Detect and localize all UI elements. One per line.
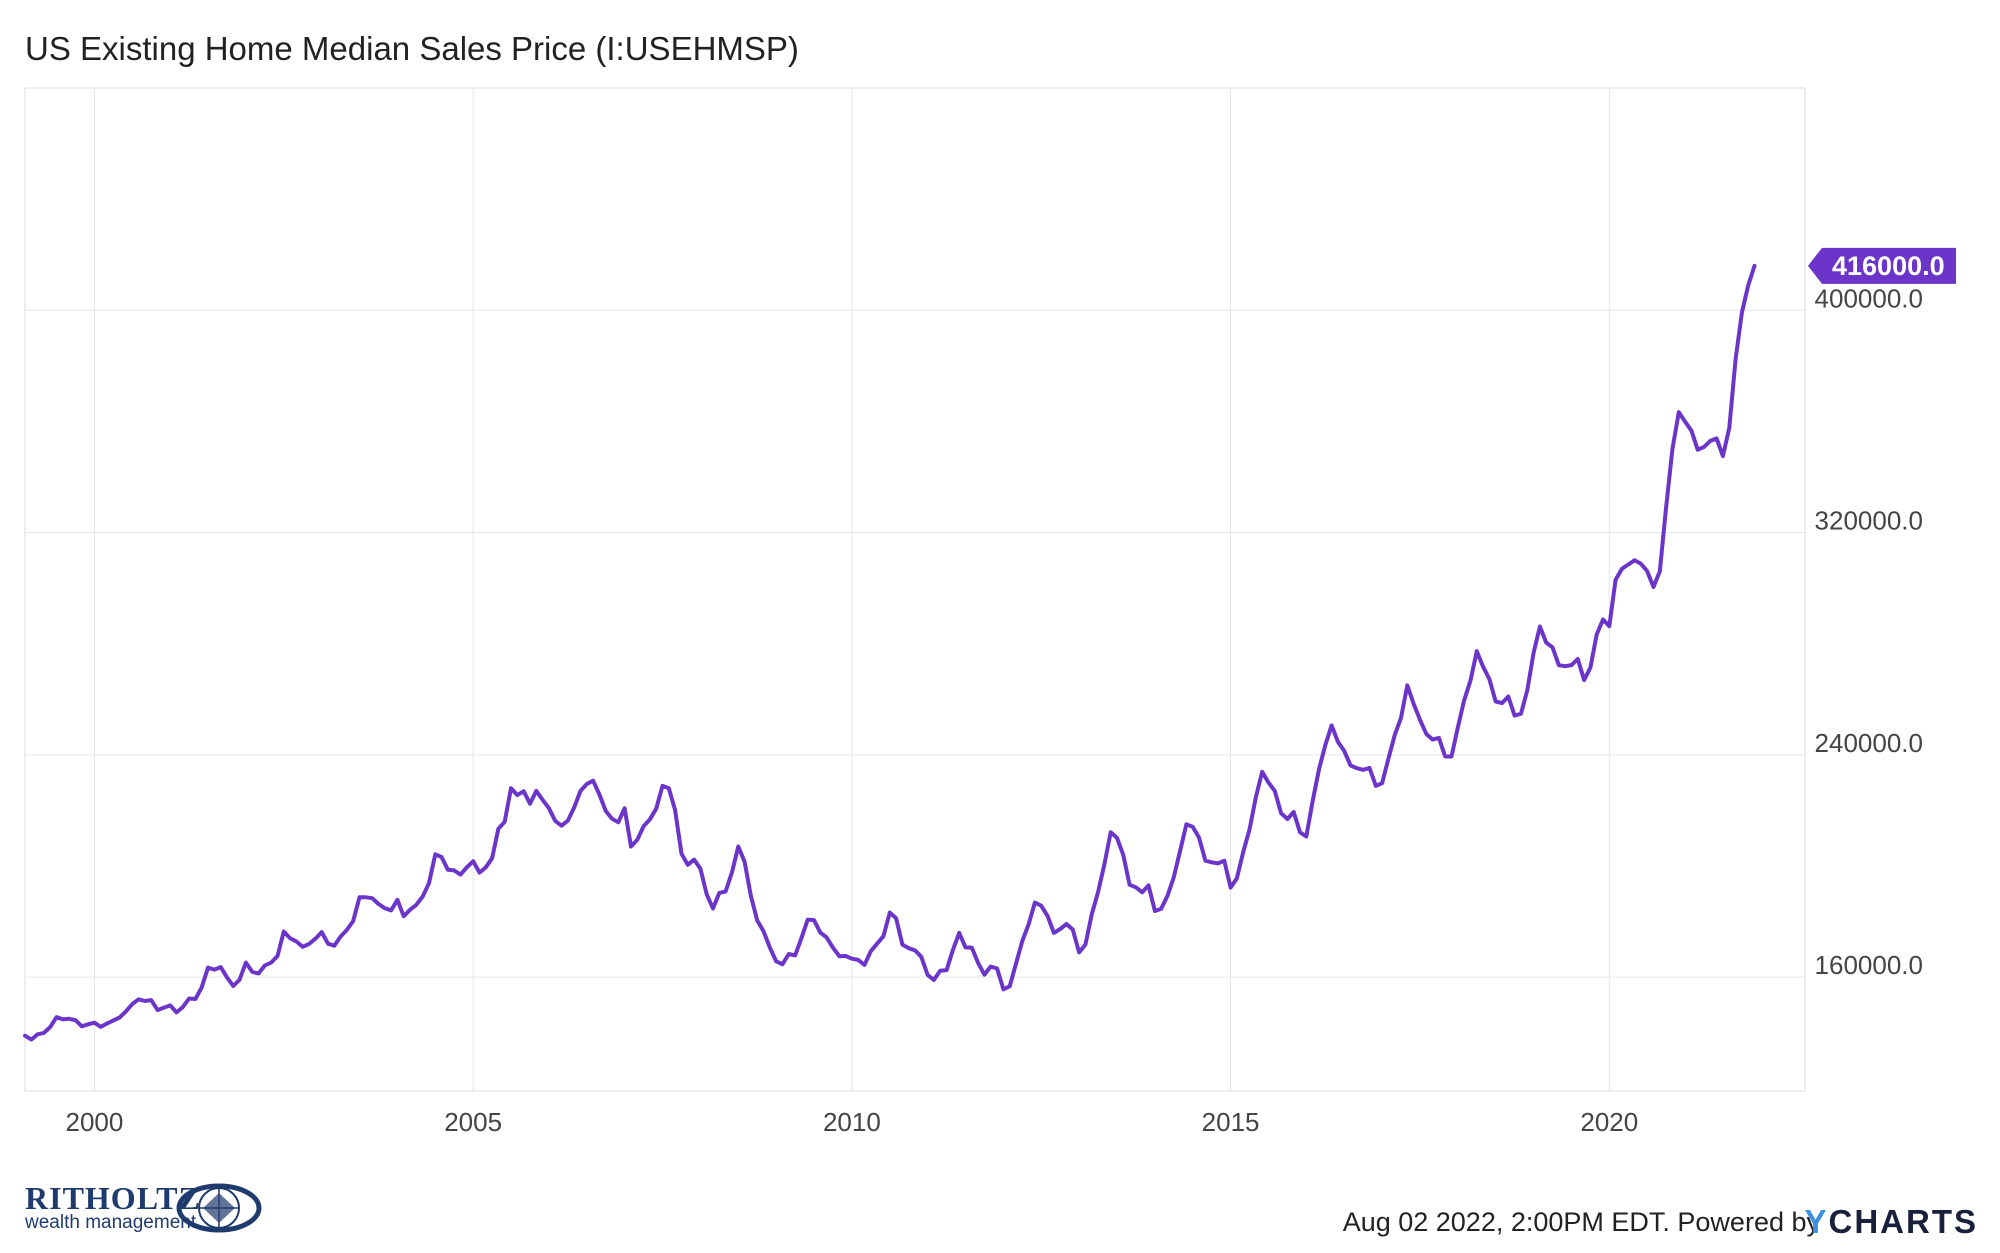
globe-emblem-icon: [176, 1183, 262, 1233]
footer-timestamp: Aug 02 2022, 2:00PM EDT. Powered by: [1342, 1207, 1820, 1237]
series-layer: [23, 263, 1757, 1042]
ycharts-logo-y: Y: [1804, 1203, 1829, 1240]
last-value-label: 416000.0: [1832, 251, 1945, 281]
x-tick-label: 2005: [444, 1107, 502, 1137]
plot-area-border: [24, 87, 1806, 1092]
series-line: [23, 263, 1757, 1042]
x-axis-ticks: 2000 2005 2010 2015 2020: [66, 1107, 1639, 1137]
brand-name: RITHOLTZ: [25, 1180, 201, 1216]
ritholtz-logo: RITHOLTZ wealth management: [25, 1180, 262, 1233]
brand-subtitle: wealth management: [25, 1212, 197, 1233]
y-tick-label: 160000.0: [1815, 950, 1923, 980]
ycharts-logo-text: CHARTS: [1828, 1203, 1978, 1240]
y-tick-label: 400000.0: [1815, 283, 1923, 313]
grid-lines: [25, 88, 1805, 1091]
x-tick-label: 2020: [1580, 1107, 1638, 1137]
y-axis-ticks: 160000.0 240000.0 320000.0 400000.0: [1815, 283, 1923, 980]
y-tick-label: 240000.0: [1815, 728, 1923, 758]
x-tick-label: 2000: [66, 1107, 124, 1137]
chart-title: US Existing Home Median Sales Price (I:U…: [25, 30, 799, 67]
x-tick-label: 2010: [823, 1107, 881, 1137]
last-value-label-group: 416000.0: [1808, 247, 1956, 284]
last-value-label-bg: [1808, 247, 1956, 284]
x-tick-label: 2015: [1202, 1107, 1260, 1137]
y-tick-label: 320000.0: [1815, 506, 1923, 536]
ycharts-logo[interactable]: YCHARTS: [1804, 1203, 1978, 1241]
